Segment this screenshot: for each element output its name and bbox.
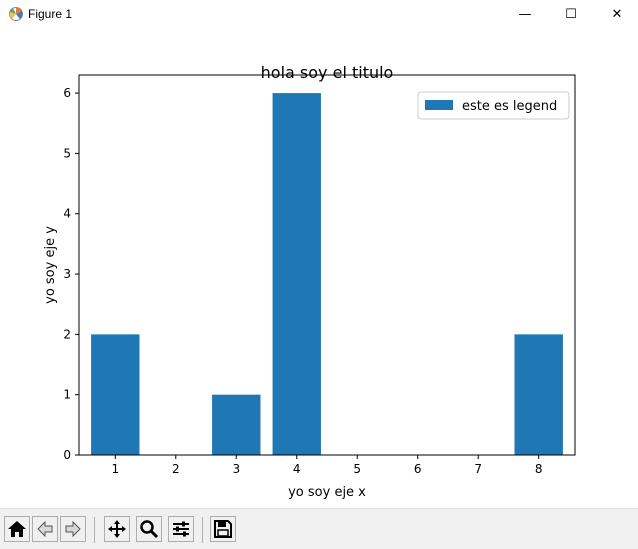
back-arrow-icon	[37, 520, 53, 538]
bar-1	[91, 334, 140, 455]
y-tick-label: 3	[63, 267, 71, 281]
forward-arrow-icon	[65, 520, 81, 538]
matplotlib-logo-icon	[9, 7, 23, 21]
bar-3	[212, 394, 261, 455]
y-ticks: 0 1 2 3 4 5 6	[63, 86, 79, 462]
save-button[interactable]	[210, 516, 236, 542]
x-tick-label: 5	[353, 462, 361, 476]
legend-entry-0: este es legend	[462, 99, 557, 114]
pan-button[interactable]	[104, 516, 130, 542]
x-tick-label: 7	[474, 462, 482, 476]
window-title: Figure 1	[28, 7, 73, 21]
bar-8	[514, 334, 563, 455]
home-icon	[8, 521, 26, 537]
maximize-icon: ☐	[565, 6, 577, 22]
close-button[interactable]: ✕	[594, 0, 638, 28]
x-tick-label: 3	[232, 462, 240, 476]
minimize-icon: —	[518, 6, 532, 22]
figure-canvas[interactable]: hola soy el titulo 1 2 3 4 5 6 7 8 0 1 2 3 4 5 6 yo s…	[0, 28, 638, 508]
chart-title: hola soy el titulo	[261, 63, 394, 82]
sliders-icon	[173, 521, 189, 537]
zoom-button[interactable]	[136, 516, 162, 542]
y-tick-label: 4	[63, 207, 71, 221]
x-tick-label: 4	[293, 462, 301, 476]
y-tick-label: 2	[63, 327, 71, 341]
forward-button[interactable]	[60, 516, 86, 542]
legend: este es legend	[417, 91, 570, 120]
bars-layer	[91, 93, 563, 455]
axes-frame	[78, 74, 576, 456]
y-tick-label: 5	[63, 146, 71, 160]
x-tick-label: 8	[535, 462, 543, 476]
bar-4	[272, 93, 321, 455]
close-icon: ✕	[611, 6, 623, 22]
y-tick-label: 1	[63, 388, 71, 402]
y-tick-label: 6	[63, 86, 71, 100]
pan-move-icon	[108, 520, 126, 538]
legend-swatch	[425, 100, 453, 110]
maximize-button[interactable]: ☐	[548, 0, 594, 28]
x-axis-label: yo soy eje x	[288, 485, 366, 500]
legend-box	[417, 91, 570, 120]
toolbar-separator	[94, 517, 95, 543]
x-tick-label: 1	[111, 462, 119, 476]
x-ticks: 1 2 3 4 5 6 7 8	[111, 455, 543, 476]
minimize-button[interactable]: —	[502, 0, 548, 28]
x-tick-label: 2	[172, 462, 180, 476]
back-button[interactable]	[32, 516, 58, 542]
x-tick-label: 6	[414, 462, 422, 476]
toolbar-separator	[202, 517, 203, 543]
configure-subplots-button[interactable]	[168, 516, 194, 542]
home-button[interactable]	[4, 516, 30, 542]
zoom-magnifier-icon	[140, 520, 159, 539]
y-axis-label: yo soy eje y	[43, 226, 58, 304]
floppy-disk-icon	[214, 520, 232, 538]
navigation-toolbar	[0, 508, 638, 549]
window-titlebar: Figure 1 — ☐ ✕	[0, 0, 638, 28]
y-tick-label: 0	[63, 448, 71, 462]
